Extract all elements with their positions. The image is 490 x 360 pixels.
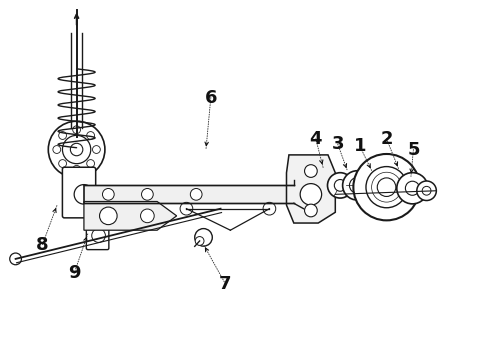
Polygon shape [84,202,177,230]
Circle shape [305,165,317,177]
Circle shape [397,173,428,204]
Circle shape [195,229,212,246]
FancyBboxPatch shape [62,167,96,218]
Circle shape [305,204,317,217]
Text: 5: 5 [407,140,419,158]
Circle shape [405,181,419,195]
Circle shape [180,202,193,215]
Circle shape [87,159,95,167]
Circle shape [53,145,61,153]
Circle shape [49,121,105,178]
Circle shape [102,189,114,200]
Circle shape [87,132,95,139]
Circle shape [343,171,372,200]
Circle shape [195,237,204,246]
Circle shape [74,185,94,204]
Text: 7: 7 [219,275,232,293]
Circle shape [300,184,321,205]
Circle shape [99,207,117,225]
Circle shape [377,178,396,197]
Text: 9: 9 [68,264,80,282]
Circle shape [59,132,67,139]
Circle shape [327,173,353,198]
Polygon shape [84,185,294,203]
Circle shape [353,154,420,220]
Circle shape [142,189,153,200]
Text: 8: 8 [36,235,49,253]
Circle shape [93,145,100,153]
FancyBboxPatch shape [86,220,109,249]
Circle shape [10,253,22,265]
Circle shape [62,135,91,164]
Text: 6: 6 [205,89,217,107]
Text: 3: 3 [332,135,344,153]
Text: 1: 1 [353,137,366,155]
Text: 4: 4 [310,130,322,148]
Circle shape [92,229,105,242]
Polygon shape [287,155,335,223]
Circle shape [263,202,276,215]
Circle shape [71,143,83,156]
Circle shape [73,166,80,173]
Circle shape [366,167,407,208]
Circle shape [334,180,346,191]
Circle shape [349,177,365,193]
Circle shape [59,159,67,167]
Circle shape [141,209,154,223]
Circle shape [190,189,202,200]
Circle shape [73,126,80,134]
Circle shape [417,181,436,201]
Text: 2: 2 [380,130,393,148]
Circle shape [422,186,431,195]
